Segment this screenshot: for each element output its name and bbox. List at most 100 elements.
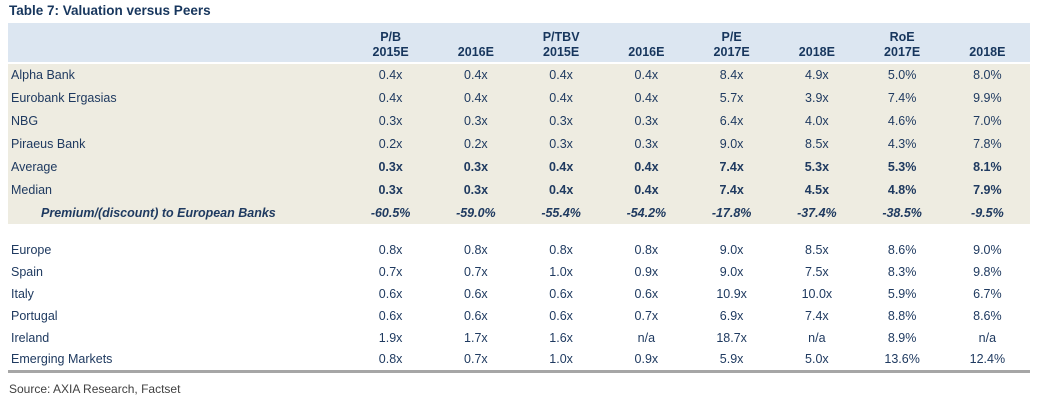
table-title: Table 7: Valuation versus Peers <box>9 3 211 18</box>
cell-value: 0.3x <box>378 113 403 128</box>
cell-value: -9.5% <box>971 205 1004 220</box>
cell-value: 7.4x <box>719 182 744 197</box>
row-label: Premium/(discount) to European Banks <box>41 205 276 220</box>
cell-value: 0.4x <box>634 90 659 105</box>
cell-value: 8.9% <box>887 331 917 345</box>
cell-value: 9.9% <box>973 90 1002 105</box>
cell-value: 0.6x <box>549 309 573 323</box>
valuation-table: P/B P/TBV P/E RoE 2015E 2016E 2015E 2016E 2017E… <box>8 23 1030 373</box>
table-row: Median 0.3x 0.3x 0.4x 0.4x 7.4x 4.5x 4.8% 7.9% <box>8 178 1030 201</box>
cell-value: -54.2% <box>626 205 667 220</box>
cell-value: 0.6x <box>634 287 659 301</box>
table-row: Premium/(discount) to European Banks -60.… <box>8 201 1030 224</box>
cell-value: 0.4x <box>549 68 573 82</box>
cell-value: 7.4% <box>887 90 917 105</box>
table-row: Ireland 1.9x 1.7x 1.6x n/a 18.7x n/a 8.9% n/a <box>8 327 1030 349</box>
cell-value: 5.0% <box>887 68 917 82</box>
table-row: NBG 0.3x 0.3x 0.3x 0.3x 6.4x 4.0x 4.6% 7.0% <box>8 109 1030 132</box>
row-label: Ireland <box>11 331 50 345</box>
cell-value: 0.4x <box>549 90 573 105</box>
column-year-label: 2017E <box>713 45 750 59</box>
cell-value: 3.9x <box>805 90 829 105</box>
greek-banks-section: Alpha Bank 0.4x 0.4x 0.4x 0.4x 8.4x 4.9x 5.0% 8.… <box>8 63 1030 224</box>
table-row: Italy 0.6x 0.6x 0.6x 0.6x 10.9x 10.0x 5.9% 6.7% <box>8 283 1030 305</box>
cell-value: 1.0x <box>549 265 573 279</box>
cell-value: 12.4% <box>969 352 1006 367</box>
cell-value: 5.3x <box>804 159 830 174</box>
cell-value: 9.0x <box>719 136 744 151</box>
spacer-cell <box>8 224 1030 239</box>
cell-value: 0.3x <box>464 113 488 128</box>
row-label: Italy <box>11 287 34 301</box>
row-label: Alpha Bank <box>11 68 75 82</box>
cell-value: 0.3x <box>463 159 489 174</box>
table-row: Average 0.3x 0.3x 0.4x 0.4x 7.4x 5.3x 5.3% 8.1% <box>8 155 1030 178</box>
cell-value: 0.7x <box>464 352 488 367</box>
cell-value: 8.8% <box>887 309 917 323</box>
cell-value: 8.5x <box>805 243 829 257</box>
row-label: Eurobank Ergasias <box>11 90 117 105</box>
table-row: Alpha Bank 0.4x 0.4x 0.4x 0.4x 8.4x 4.9x 5.0% 8.… <box>8 63 1030 86</box>
table-row: Eurobank Ergasias 0.4x 0.4x 0.4x 0.4x 5.7x 3.9… <box>8 86 1030 109</box>
cell-value: 4.3% <box>887 136 917 151</box>
cell-value: 9.8% <box>973 265 1002 279</box>
cell-value: 0.6x <box>464 287 488 301</box>
cell-value: 5.9% <box>887 287 917 301</box>
column-year-label: 2015E <box>372 45 409 59</box>
column-year-label: 2018E <box>798 45 835 59</box>
cell-value: -17.8% <box>711 205 752 220</box>
cell-value: 9.0x <box>719 243 744 257</box>
cell-value: -37.4% <box>797 205 837 220</box>
cell-value: 5.9x <box>719 352 744 367</box>
header-corner-cell <box>8 44 348 63</box>
cell-value: 0.6x <box>378 287 403 301</box>
column-group-label: P/TBV <box>542 30 580 44</box>
cell-value: 13.6% <box>884 352 920 367</box>
table-row: Piraeus Bank 0.2x 0.2x 0.3x 0.3x 9.0x 8.5x 4.3%… <box>8 132 1030 155</box>
cell-value: 7.0% <box>973 113 1002 128</box>
cell-value: -38.5% <box>882 205 922 220</box>
cell-value: 0.2x <box>464 136 488 151</box>
cell-value: 4.0x <box>805 113 829 128</box>
source-note: Source: AXIA Research, Factset <box>9 381 181 396</box>
column-group-label: P/E <box>721 30 742 44</box>
cell-value: 0.3x <box>634 113 659 128</box>
cell-value: 5.0x <box>805 352 829 367</box>
spacer-row <box>8 224 1030 239</box>
column-year-label: 2017E <box>884 45 921 59</box>
cell-value: 7.9% <box>973 182 1002 197</box>
row-label: Spain <box>11 265 43 279</box>
cell-value: 0.7x <box>464 265 488 279</box>
table-row: Emerging Markets 0.8x 0.7x 1.0x 0.9x 5.9x 5.0x… <box>8 349 1030 371</box>
table-header: P/B P/TBV P/E RoE 2015E 2016E 2015E 2016E 2017E… <box>8 23 1030 63</box>
cell-value: 6.9x <box>719 309 744 323</box>
column-year-label: 2018E <box>969 45 1006 59</box>
cell-value: 0.4x <box>464 68 488 82</box>
row-label: Europe <box>11 243 52 257</box>
cell-value: 9.0% <box>973 243 1002 257</box>
header-corner-cell <box>8 23 348 44</box>
cell-value: 5.3% <box>887 159 917 174</box>
cell-value: 1.0x <box>549 352 573 367</box>
cell-value: 7.5x <box>805 265 829 279</box>
cell-value: 0.6x <box>378 309 403 323</box>
cell-value: 8.5x <box>805 136 829 151</box>
cell-value: 6.7% <box>973 287 1002 301</box>
cell-value: n/a <box>978 331 997 345</box>
cell-value: 7.4x <box>719 159 744 174</box>
cell-value: 8.6% <box>887 243 917 257</box>
cell-value: 0.4x <box>548 159 574 174</box>
column-group-label: P/B <box>380 30 402 44</box>
cell-value: 0.4x <box>378 90 403 105</box>
cell-value: 0.4x <box>378 68 403 82</box>
column-year-label: 2016E <box>628 45 665 59</box>
cell-value: 0.4x <box>548 182 574 197</box>
cell-value: 8.3% <box>887 265 917 279</box>
row-label: Portugal <box>11 309 58 323</box>
cell-value: 0.9x <box>634 352 659 367</box>
cell-value: -60.5% <box>370 205 411 220</box>
cell-value: 0.4x <box>634 182 659 197</box>
cell-value: 0.4x <box>634 159 659 174</box>
cell-value: 1.6x <box>549 331 573 345</box>
cell-value: 7.8% <box>973 136 1002 151</box>
